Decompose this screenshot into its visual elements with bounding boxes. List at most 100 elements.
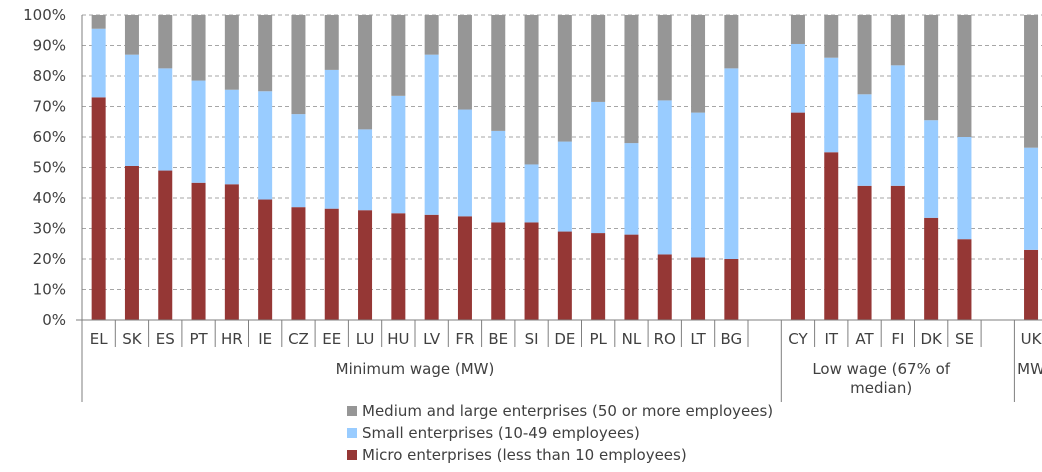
bar-segment-small [824,57,839,153]
bar-segment-medium [424,15,439,55]
bar-segment-small [424,54,439,215]
bar-segment-medium [291,15,306,115]
bar-segment-small [191,80,206,183]
bar-segment-small [624,143,639,235]
bar-segment-small [591,101,606,234]
bar-segment-medium [591,15,606,102]
legend-label: Small enterprises (10-49 employees) [362,424,640,442]
bar-segment-medium [890,15,905,66]
x-tick-label: EL [90,330,108,348]
x-tick-label: HR [221,330,243,348]
bar-segment-small [224,89,239,185]
bar-segment-medium [790,15,805,44]
bar-segment-medium [957,15,972,137]
x-tick-label: UK [1021,330,1042,348]
bar-segment-micro [291,207,306,320]
bar-segment-small [124,54,139,166]
bar-segment-small [924,120,939,218]
bar-segment-micro [191,182,206,320]
x-tick-label: IE [258,330,272,348]
y-tick-label: 70% [33,98,66,116]
bar-segment-micro [324,208,339,320]
bar-segment-medium [657,15,672,101]
x-tick-label: LU [356,330,375,348]
bar-segment-small [1024,147,1039,250]
x-tick-label: PL [589,330,607,348]
bar-segment-micro [857,185,872,320]
y-tick-label: 50% [33,159,66,177]
group-label: Low wage (67% of [812,360,950,378]
y-tick-label: 30% [33,220,66,238]
bar-segment-micro [491,222,506,320]
bar-segment-micro [591,233,606,320]
bar-segment-micro [924,217,939,320]
bar-segment-micro [624,234,639,320]
bar-segment-medium [491,15,506,131]
bar-segment-small [91,28,106,98]
bar-segment-medium [524,15,539,165]
bars [91,15,1039,320]
x-tick-label: SI [525,330,539,348]
y-tick-label: 20% [33,250,66,268]
x-tick-label: SK [122,330,143,348]
x-tick-label: DE [554,330,575,348]
legend-label: Medium and large enterprises (50 or more… [362,402,773,420]
bar-segment-small [657,100,672,255]
bar-segment-medium [857,15,872,95]
bar-segment-small [158,68,173,171]
bar-segment-micro [258,199,273,320]
x-tick-label: HU [387,330,409,348]
bar-segment-micro [1024,249,1039,320]
bar-segment-medium [624,15,639,144]
bar-segment-small [291,114,306,208]
bar-segment-micro [790,112,805,320]
bar-segment-micro [158,170,173,320]
bar-segment-medium [224,15,239,90]
y-tick-label: 40% [33,189,66,207]
x-tick-label: ES [156,330,175,348]
bar-segment-medium [391,15,406,96]
axes: 0% 10% 20% 30% 40% 50% 60% 70% 80% 90% 100% EL SK ES P… [23,6,1042,402]
y-tick-label: 80% [33,67,66,85]
bar-segment-medium [724,15,739,69]
bar-segment-micro [957,239,972,320]
bar-segment-micro [890,185,905,320]
bar-segment-small [691,112,706,258]
legend-swatch [347,450,357,460]
bar-segment-medium [1024,15,1039,148]
x-tick-label: DK [920,330,943,348]
bar-segment-medium [324,15,339,70]
bar-segment-small [391,95,406,214]
x-tick-label: AT [855,330,874,348]
bar-segment-micro [391,213,406,320]
group-label: MW [1017,360,1042,378]
y-tick-label: 90% [33,37,66,55]
bar-segment-micro [358,210,373,320]
bar-segment-medium [191,15,206,81]
bar-segment-small [457,109,472,217]
x-tick-label: NL [622,330,642,348]
legend-label: Micro enterprises (less than 10 employee… [362,446,687,464]
x-tick-label: SE [955,330,974,348]
bar-segment-medium [924,15,939,121]
x-tick-label: LT [690,330,706,348]
bar-segment-micro [524,222,539,320]
legend-swatch [347,428,357,438]
x-tick-label: BE [488,330,508,348]
x-tick-label: RO [654,330,676,348]
bar-segment-micro [824,152,839,320]
legend-swatch [347,406,357,416]
bar-segment-small [857,94,872,186]
bar-segment-medium [824,15,839,58]
bar-segment-small [724,68,739,259]
bar-segment-medium [91,15,106,29]
bar-segment-micro [124,165,139,320]
x-tick-label: FR [455,330,474,348]
x-tick-label: CZ [288,330,309,348]
x-tick-label: EE [322,330,341,348]
bar-segment-medium [691,15,706,113]
bar-segment-small [890,65,905,186]
bar-segment-medium [557,15,572,142]
bar-segment-small [790,43,805,113]
